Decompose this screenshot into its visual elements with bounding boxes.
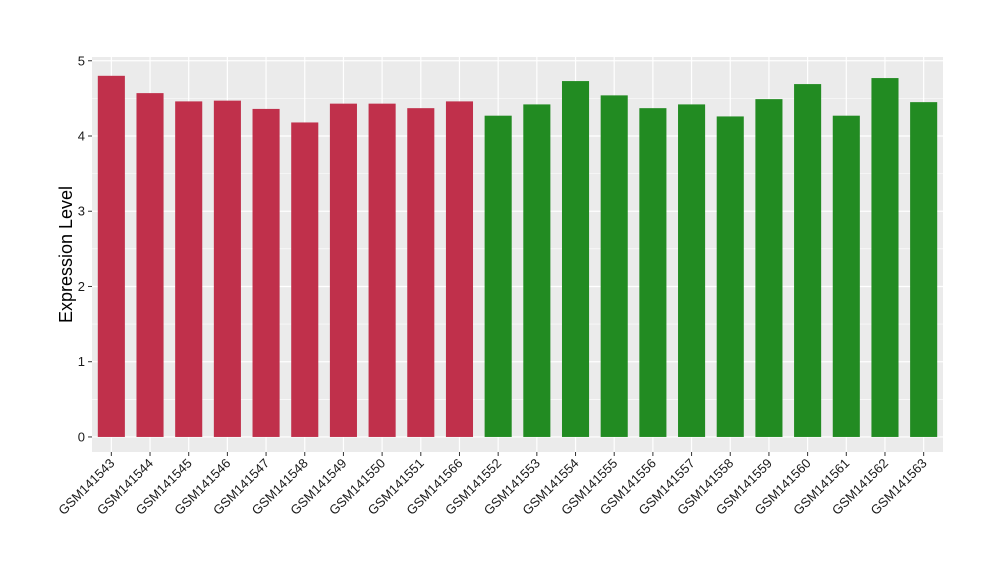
y-axis-title: Expression Level xyxy=(56,186,76,323)
bar-GSM141560 xyxy=(794,84,822,437)
bar-GSM141543 xyxy=(97,75,125,437)
x-axis: GSM141543GSM141544GSM141545GSM141546GSM1… xyxy=(55,452,930,518)
bar-GSM141546 xyxy=(213,100,241,437)
bar-GSM141556 xyxy=(639,108,667,437)
bar-GSM141545 xyxy=(175,101,203,437)
y-axis: 0 1 2 3 4 5 xyxy=(78,53,92,444)
bar-GSM141554 xyxy=(561,81,590,437)
bar-GSM141548 xyxy=(291,122,319,437)
bars xyxy=(97,75,938,437)
bar-GSM141562 xyxy=(871,78,899,437)
bar-GSM141550 xyxy=(368,103,396,437)
bar-GSM141566 xyxy=(445,101,474,437)
bar-GSM141557 xyxy=(678,104,706,437)
bar-GSM141563 xyxy=(910,102,938,437)
y-tick-label: 4 xyxy=(78,129,85,144)
bar-GSM141558 xyxy=(716,116,744,437)
y-tick-label: 2 xyxy=(78,279,85,294)
bar-GSM141544 xyxy=(136,93,164,437)
bar-GSM141552 xyxy=(484,115,512,437)
bar-GSM141549 xyxy=(329,103,357,437)
y-tick-label: 3 xyxy=(78,204,85,219)
y-tick-label: 1 xyxy=(78,354,85,369)
bar-GSM141551 xyxy=(407,108,435,437)
bar-GSM141547 xyxy=(252,108,280,437)
y-tick-label: 0 xyxy=(78,429,85,444)
y-tick-label: 5 xyxy=(78,53,85,68)
bar-GSM141555 xyxy=(600,95,628,437)
bar-GSM141561 xyxy=(832,115,860,437)
bar-GSM141559 xyxy=(755,99,783,437)
bar-GSM141553 xyxy=(523,104,551,437)
